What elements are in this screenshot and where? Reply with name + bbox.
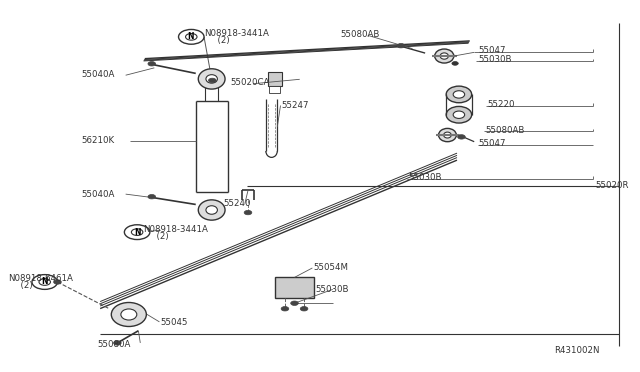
Text: N: N [188, 32, 194, 41]
Text: 55047: 55047 [478, 139, 506, 148]
Text: 55080AB: 55080AB [486, 126, 525, 135]
Ellipse shape [438, 128, 456, 142]
Circle shape [281, 307, 289, 311]
Ellipse shape [198, 200, 225, 220]
Ellipse shape [446, 86, 472, 103]
Circle shape [148, 62, 156, 66]
Ellipse shape [446, 106, 472, 123]
Text: 55040A: 55040A [81, 190, 115, 199]
Bar [275, 278, 314, 298]
Text: N08918-3441A: N08918-3441A [204, 29, 269, 38]
Text: 55030B: 55030B [316, 285, 349, 294]
Text: N08918-3441A: N08918-3441A [143, 225, 208, 234]
Text: 56210K: 56210K [81, 137, 114, 145]
Ellipse shape [111, 302, 147, 327]
Ellipse shape [206, 75, 218, 83]
Text: 55030B: 55030B [408, 173, 442, 182]
Circle shape [148, 195, 156, 199]
Text: 55220: 55220 [487, 100, 515, 109]
Circle shape [458, 135, 465, 139]
Circle shape [397, 44, 404, 48]
Circle shape [291, 301, 298, 305]
Text: (2): (2) [151, 232, 169, 241]
Text: 55080AB: 55080AB [340, 30, 380, 39]
Text: R431002N: R431002N [554, 346, 600, 355]
Text: (2): (2) [15, 281, 33, 290]
Circle shape [32, 275, 58, 289]
Circle shape [186, 33, 197, 40]
Ellipse shape [121, 309, 137, 320]
Ellipse shape [198, 69, 225, 89]
Circle shape [54, 280, 61, 284]
Text: 55080A: 55080A [97, 340, 131, 349]
Ellipse shape [453, 91, 465, 98]
Circle shape [39, 279, 51, 285]
Circle shape [244, 211, 252, 215]
Text: N08918-6461A: N08918-6461A [8, 274, 72, 283]
Text: 55240: 55240 [223, 199, 251, 208]
Text: N: N [42, 278, 48, 286]
Text: 55040A: 55040A [81, 70, 115, 79]
Text: 55247: 55247 [282, 101, 309, 110]
Text: 55030B: 55030B [478, 55, 511, 64]
Bar [269, 86, 280, 93]
Text: 55054M: 55054M [314, 263, 349, 272]
Text: 55047: 55047 [478, 46, 506, 55]
Circle shape [452, 62, 458, 65]
Text: 55020CA: 55020CA [231, 78, 270, 87]
Text: 55020R: 55020R [595, 182, 628, 190]
Circle shape [300, 307, 308, 311]
Ellipse shape [453, 111, 465, 118]
Text: 55045: 55045 [161, 318, 188, 327]
Circle shape [131, 229, 143, 235]
Text: N: N [134, 228, 140, 237]
Circle shape [179, 29, 204, 44]
Bar [268, 72, 282, 86]
Ellipse shape [435, 49, 454, 63]
Circle shape [209, 78, 216, 83]
Text: (2): (2) [212, 36, 229, 45]
Circle shape [113, 341, 121, 345]
Circle shape [124, 225, 150, 240]
Ellipse shape [440, 53, 449, 59]
Ellipse shape [444, 132, 451, 138]
Ellipse shape [206, 206, 218, 214]
